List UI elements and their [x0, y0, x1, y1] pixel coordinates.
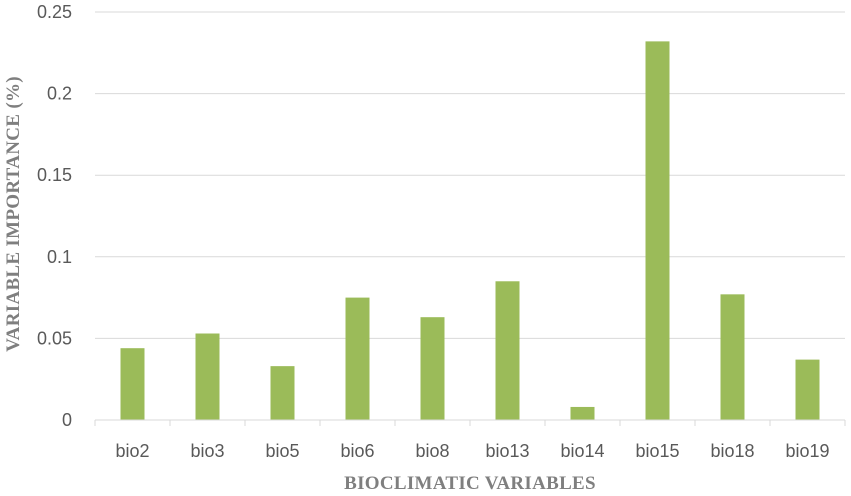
x-tick-label: bio18 [710, 441, 754, 461]
bar-bio8 [420, 317, 445, 420]
bar-bio18 [720, 294, 745, 420]
bar-bio14 [570, 406, 595, 420]
y-tick-labels: 0 0.05 0.1 0.15 0.2 0.25 [37, 2, 72, 430]
bar-bio15 [645, 41, 670, 420]
x-tick-label: bio8 [415, 441, 449, 461]
x-tick-label: bio2 [115, 441, 149, 461]
y-axis-title: VARIABLE IMPORTANCE (%) [3, 76, 24, 352]
y-tick-label: 0 [62, 410, 72, 430]
y-tick-label: 0.1 [47, 247, 72, 267]
bar-bio19 [795, 359, 820, 420]
y-tick-label: 0.25 [37, 2, 72, 22]
bar-bio6 [345, 297, 370, 420]
x-tick-label: bio15 [635, 441, 679, 461]
x-tick-label: bio14 [560, 441, 604, 461]
x-tick-label: bio19 [785, 441, 829, 461]
y-tick-label: 0.15 [37, 165, 72, 185]
bar-bio5 [270, 366, 295, 420]
y-tick-label: 0.2 [47, 84, 72, 104]
x-tick-labels: bio2 bio3 bio5 bio6 bio8 bio13 bio14 bio15 bio18… [115, 441, 829, 461]
bar-bio3 [195, 333, 220, 420]
x-tick-label: bio6 [340, 441, 374, 461]
bar-bio2 [120, 348, 145, 420]
x-axis-title: BIOCLIMATIC VARIABLES [344, 473, 596, 494]
x-tick-label: bio5 [265, 441, 299, 461]
x-tick-label: bio13 [485, 441, 529, 461]
x-tick-label: bio3 [190, 441, 224, 461]
bar-bio13 [495, 281, 520, 420]
y-tick-label: 0.05 [37, 328, 72, 348]
bars [120, 41, 820, 420]
gridlines [94, 11, 846, 426]
